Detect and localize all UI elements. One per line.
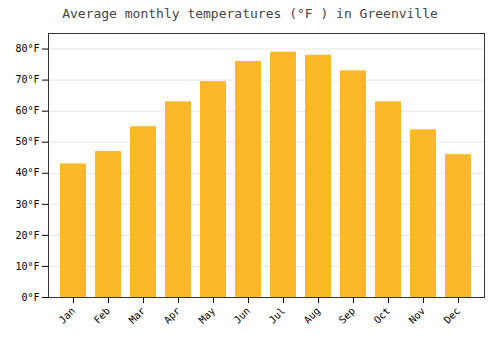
svg-text:Oct: Oct bbox=[372, 305, 393, 326]
svg-text:Apr: Apr bbox=[162, 305, 183, 326]
svg-text:Aug: Aug bbox=[302, 305, 323, 326]
svg-text:50°F: 50°F bbox=[15, 136, 39, 147]
svg-text:0°F: 0°F bbox=[21, 292, 39, 303]
svg-text:70°F: 70°F bbox=[15, 74, 39, 85]
svg-text:40°F: 40°F bbox=[15, 167, 39, 178]
svg-text:Dec: Dec bbox=[442, 305, 463, 326]
svg-text:Nov: Nov bbox=[407, 305, 428, 326]
svg-text:20°F: 20°F bbox=[15, 230, 39, 241]
svg-text:May: May bbox=[197, 305, 218, 326]
svg-text:80°F: 80°F bbox=[15, 43, 39, 54]
svg-text:Jul: Jul bbox=[267, 305, 288, 326]
svg-text:Feb: Feb bbox=[92, 305, 113, 326]
svg-text:30°F: 30°F bbox=[15, 199, 39, 210]
svg-text:Jun: Jun bbox=[232, 305, 253, 326]
svg-text:10°F: 10°F bbox=[15, 261, 39, 272]
svg-text:60°F: 60°F bbox=[15, 105, 39, 116]
svg-text:Jan: Jan bbox=[57, 305, 78, 326]
svg-text:Sep: Sep bbox=[337, 305, 358, 326]
svg-text:Mar: Mar bbox=[127, 305, 148, 326]
html-text:Average monthly temperatures (: Average monthly temperatures (°F ) in Gr… bbox=[62, 6, 438, 21]
